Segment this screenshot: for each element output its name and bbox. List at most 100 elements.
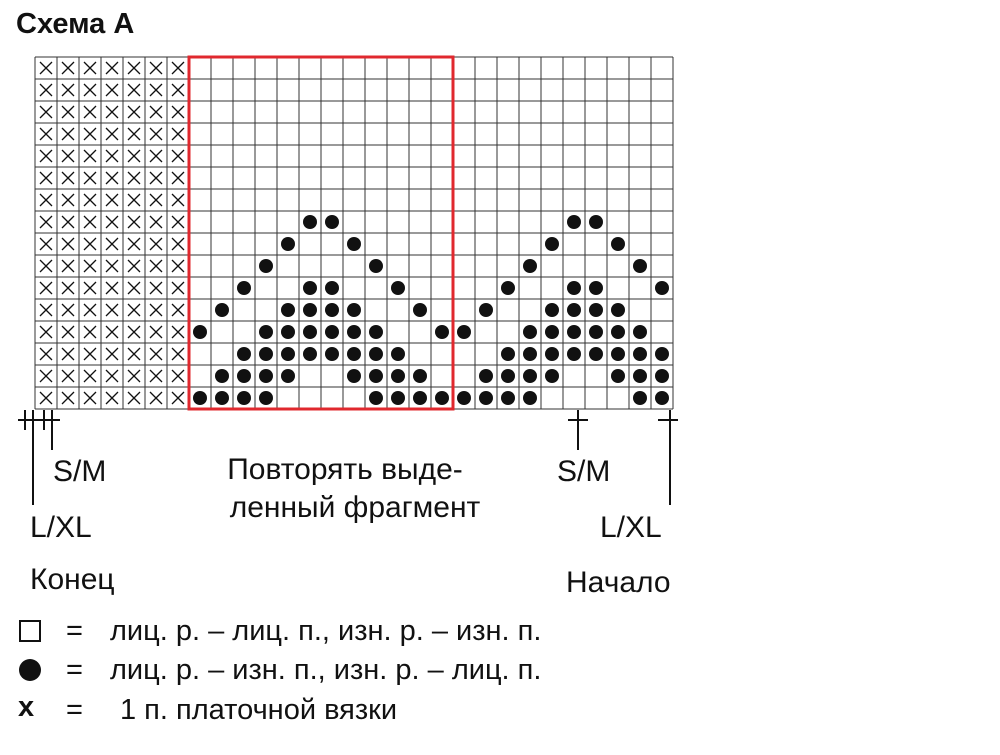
purl-dot [303, 215, 317, 229]
garter-cross [149, 193, 163, 207]
garter-cross [39, 105, 53, 119]
garter-cross [105, 193, 119, 207]
garter-cross [83, 347, 97, 361]
garter-cross [83, 149, 97, 163]
purl-dot [501, 391, 515, 405]
purl-dot [281, 303, 295, 317]
purl-dot [325, 281, 339, 295]
legend-eq: = [66, 615, 83, 647]
garter-cross [39, 171, 53, 185]
purl-dot [193, 391, 207, 405]
garter-cross [149, 281, 163, 295]
garter-cross [149, 127, 163, 141]
purl-dot [369, 325, 383, 339]
purl-dot [281, 347, 295, 361]
garter-cross [105, 149, 119, 163]
garter-cross [149, 325, 163, 339]
garter-cross [127, 369, 141, 383]
garter-cross [83, 391, 97, 405]
purl-dot [347, 347, 361, 361]
purl-dot [347, 303, 361, 317]
garter-cross [171, 259, 185, 273]
garter-cross [149, 61, 163, 75]
purl-dot [479, 369, 493, 383]
garter-cross [171, 237, 185, 251]
purl-dot [523, 347, 537, 361]
purl-dot [567, 347, 581, 361]
purl-dot [611, 325, 625, 339]
purl-dot [259, 259, 273, 273]
purl-dot [611, 347, 625, 361]
garter-cross [171, 347, 185, 361]
garter-cross [171, 369, 185, 383]
garter-cross [127, 215, 141, 229]
purl-dot [633, 347, 647, 361]
garter-cross [61, 237, 75, 251]
garter-cross [149, 215, 163, 229]
purl-dot [633, 391, 647, 405]
garter-cross [39, 193, 53, 207]
purl-dot [589, 303, 603, 317]
garter-cross [149, 369, 163, 383]
purl-dot [281, 237, 295, 251]
size-label: L/XL [30, 511, 92, 544]
purl-dot [237, 281, 251, 295]
garter-cross [83, 105, 97, 119]
purl-dot [479, 391, 493, 405]
purl-dot [215, 391, 229, 405]
size-markers [18, 410, 678, 505]
garter-cross [39, 281, 53, 295]
garter-cross [39, 149, 53, 163]
purl-dot [567, 215, 581, 229]
purl-dot [589, 281, 603, 295]
purl-dot [413, 303, 427, 317]
purl-dot [369, 391, 383, 405]
garter-cross [105, 61, 119, 75]
garter-cross [61, 325, 75, 339]
purl-dot [347, 325, 361, 339]
garter-cross [149, 347, 163, 361]
garter-cross [61, 193, 75, 207]
purl-dot [589, 215, 603, 229]
purl-dot [457, 325, 471, 339]
garter-cross [149, 83, 163, 97]
legend-text: лиц. р. – изн. п., изн. р. – лиц. п. [110, 654, 542, 686]
purl-dot [523, 391, 537, 405]
purl-dot [259, 347, 273, 361]
garter-cross [127, 83, 141, 97]
purl-dot [237, 369, 251, 383]
garter-cross [127, 127, 141, 141]
purl-dot [567, 303, 581, 317]
repeat-note: ленный фрагмент [229, 491, 481, 524]
purl-dot [391, 391, 405, 405]
purl-dot [545, 303, 559, 317]
garter-cross [171, 171, 185, 185]
purl-dot [347, 369, 361, 383]
garter-cross [83, 281, 97, 295]
garter-cross [171, 83, 185, 97]
purl-dot [457, 391, 471, 405]
garter-cross [61, 215, 75, 229]
size-label: S/M [53, 455, 107, 488]
purl-dot [237, 391, 251, 405]
purl-dot [501, 281, 515, 295]
garter-cross [61, 61, 75, 75]
purl-dot [303, 325, 317, 339]
legend-dot [19, 659, 41, 681]
title: Схема А [16, 8, 135, 40]
garter-cross [105, 127, 119, 141]
purl-dot [303, 281, 317, 295]
garter-cross [105, 303, 119, 317]
purl-dot [501, 347, 515, 361]
garter-cross [149, 237, 163, 251]
purl-dot [589, 325, 603, 339]
garter-cross [61, 347, 75, 361]
purl-dot [369, 369, 383, 383]
purl-dot [655, 391, 669, 405]
legend-text: 1 п. платочной вязки [120, 694, 398, 726]
garter-cross [83, 61, 97, 75]
garter-cross [127, 237, 141, 251]
purl-dot [479, 303, 493, 317]
garter-cross [149, 149, 163, 163]
purl-dot [545, 369, 559, 383]
